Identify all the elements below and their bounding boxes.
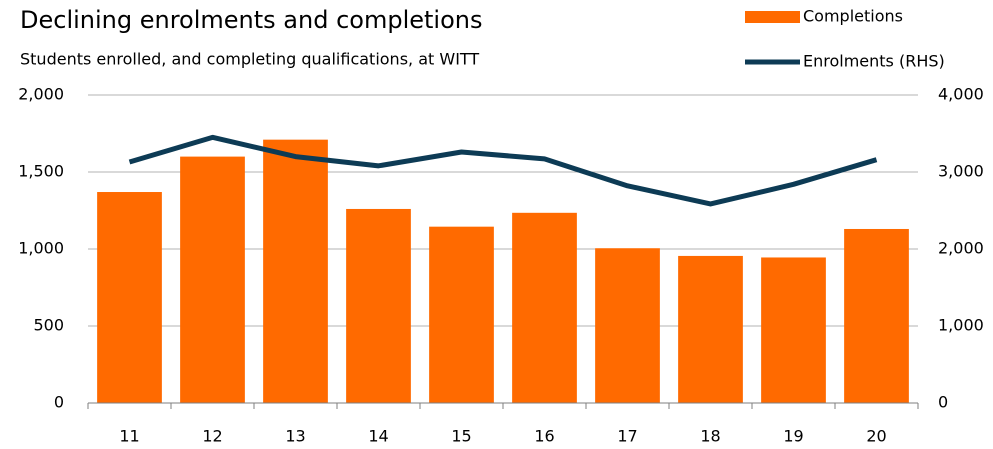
x-tick-label: 16 [534,427,554,446]
y-tick-label: 500 [33,316,64,335]
x-tick-label: 14 [368,427,388,446]
x-tick-label: 11 [119,427,139,446]
bar [346,208,411,403]
bar [595,248,660,403]
chart-subtitle: Students enrolled, and completing qualif… [20,50,479,69]
y2-tick-label: 2,000 [938,239,984,258]
y2-tick-label: 4,000 [938,85,984,104]
x-tick-label: 12 [202,427,222,446]
y2-tick-label: 1,000 [938,316,984,335]
y-tick-label: 1,000 [18,239,64,258]
enrolments-line [128,134,878,207]
bar [263,139,328,403]
y2-tick-label: 0 [938,393,948,412]
x-tick-label: 19 [783,427,803,446]
chart-title: Declining enrolments and completions [20,6,482,34]
x-tick-label: 20 [866,427,886,446]
legend-label: Enrolments (RHS) [803,52,945,71]
y-tick-label: 0 [54,393,64,412]
y-tick-label: 2,000 [18,85,64,104]
x-tick-label: 17 [617,427,637,446]
legend-swatch [745,11,800,23]
bar [97,192,162,403]
bar [180,156,245,403]
bar [429,226,494,403]
x-tick-label: 15 [451,427,471,446]
x-tick-label: 18 [700,427,720,446]
y2-tick-label: 3,000 [938,162,984,181]
bar [678,255,743,403]
y-tick-label: 1,500 [18,162,64,181]
bar [844,228,909,403]
bar [512,212,577,403]
x-tick-label: 13 [285,427,305,446]
legend-label: Completions [803,7,903,26]
bar [761,257,826,403]
